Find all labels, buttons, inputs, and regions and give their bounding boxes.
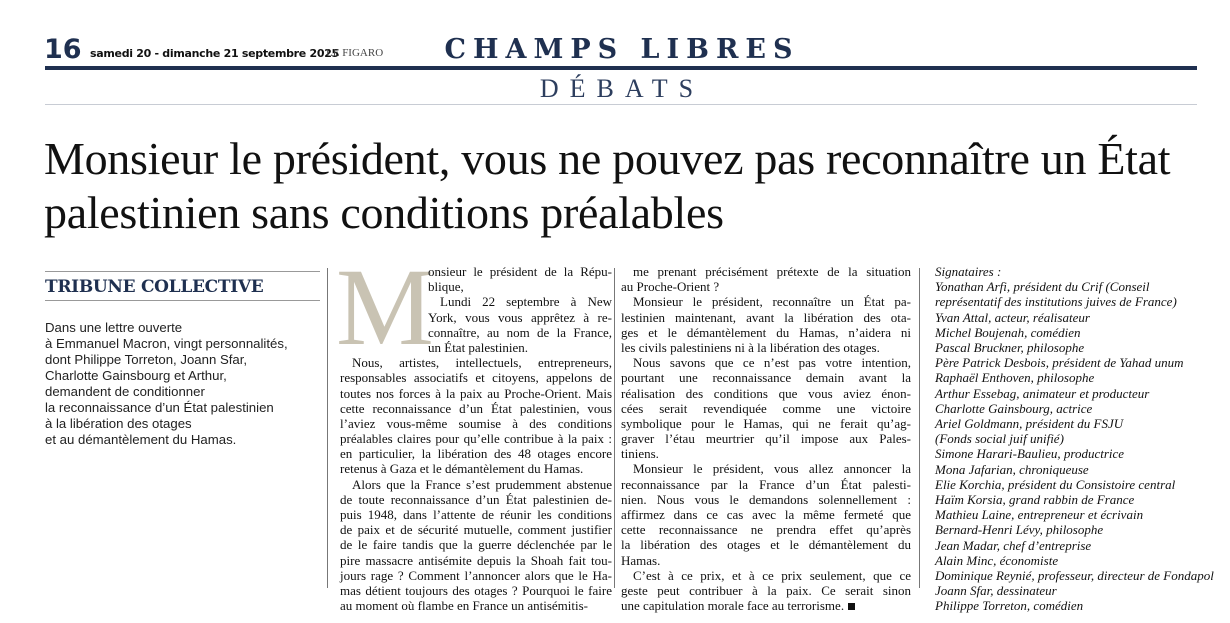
body-line: Nous, artistes, intellectuels, entrepren…: [352, 355, 612, 371]
body-line: York, vous vous apprêtez à re-: [428, 309, 612, 325]
body-line: de paix et de sécurité mutuelle, comment…: [340, 522, 612, 538]
standfirst-line: Dans une lettre ouverte: [45, 320, 183, 335]
kicker-rule-top: [45, 271, 320, 272]
body-line: geste peut contribuer à la paix. Ce sera…: [621, 582, 911, 598]
signatory: Raphaël Enthoven, philosophe: [935, 370, 1095, 386]
signatory: Yvan Attal, acteur, réalisateur: [935, 309, 1090, 325]
standfirst-line: la reconnaissance d’un État palestinien: [45, 400, 274, 415]
body-line: les civils palestiniens ni à la libérati…: [621, 339, 880, 355]
body-line: reconnaissance par la France d’un État p…: [621, 476, 911, 492]
signatory: Arthur Essebag, animateur et producteur: [935, 385, 1150, 401]
signatory: Ariel Goldmann, président du FSJU: [935, 416, 1124, 432]
signatories-label: Signataires :: [935, 264, 1002, 279]
body-line: puis 1948, dans l’attente de réunir les …: [340, 507, 612, 522]
signatory: Elie Korchia, président du Consistoire c…: [935, 476, 1176, 492]
body-column-2: me prenant précisément prétexte de la si…: [621, 264, 911, 613]
body-line: graver l’étau meurtrier qu’il impose aux…: [621, 431, 911, 447]
body-line: Hamas.: [621, 552, 661, 568]
body-line: la libération des otages et le démantèle…: [621, 537, 911, 553]
body-line: affirmez dans ce cas avec la même fermet…: [621, 507, 911, 522]
body-line: préalables claires pour qu’elle contribu…: [340, 431, 612, 447]
body-line: C’est à ce prix, et à ce prix seulement,…: [633, 567, 911, 583]
body-line: ges et le démantèlement du Hamas, n’aide…: [621, 324, 911, 340]
section-title: CHAMPS LIBRES: [444, 34, 800, 65]
body-line: réalisation des conditions que vous avie…: [621, 385, 911, 401]
body-line: en particulier, la libération des 48 ota…: [340, 446, 612, 462]
body-line: une capitulation morale face au terroris…: [621, 598, 911, 613]
signatory: Jean Madar, chef d’entreprise: [935, 537, 1092, 553]
body-line: au Proche-Orient ?: [621, 279, 720, 295]
signatory: Pascal Bruckner, philosophe: [935, 340, 1085, 356]
body-line: lestinien maintenant, avant la libératio…: [621, 309, 911, 325]
standfirst: Dans une lettre ouverte à Emmanuel Macron…: [45, 320, 330, 448]
standfirst-line: à Emmanuel Macron, vingt personnalités,: [45, 336, 288, 351]
body-line: Nous savons que ce n’est pas votre inten…: [633, 355, 911, 371]
standfirst-line: demandent de conditionner: [45, 384, 205, 399]
signatory: représentatif des institutions juives de…: [935, 294, 1177, 310]
body-line: Monsieur le président, reconnaître un Ét…: [633, 294, 911, 310]
signatory: Dominique Reynié, professeur, directeur …: [935, 568, 1214, 584]
column-divider: [327, 268, 328, 588]
signatory: Mona Jafarian, chroniqueuse: [935, 461, 1089, 477]
signatory: Philippe Torreton, comédien: [935, 598, 1084, 614]
standfirst-line: dont Philippe Torreton, Joann Sfar,: [45, 352, 248, 367]
column-divider: [919, 268, 920, 588]
signatories-list: Signataires : Yonathan Arfi, président d…: [935, 264, 1215, 614]
body-line: cette reconnaissance d’un État palestini…: [340, 400, 612, 416]
signatory: Bernard-Henri Lévy, philosophe: [935, 522, 1104, 538]
subsection-title: DÉBATS: [539, 74, 705, 103]
body-line: nien. Nous vous le demandons solennellem…: [621, 491, 911, 507]
signatory: Charlotte Gainsbourg, actrice: [935, 400, 1093, 416]
body-line: symbolique pour le Hamas, qui ne ferait …: [621, 415, 911, 431]
body-line: cette reconnaissance ne prendra effet qu…: [621, 522, 911, 538]
signatory: (Fonds social juif unifié): [935, 431, 1064, 447]
signatory: Alain Minc, économiste: [935, 552, 1059, 568]
signatory: Mathieu Laine, entrepreneur et écrivain: [935, 507, 1144, 523]
body-line: de le faire tandis que la guerre déclenc…: [340, 537, 612, 553]
drop-cap: M: [336, 246, 434, 368]
body-line: au moment où flambe en France un antisém…: [340, 598, 589, 614]
header-rule: [45, 66, 1197, 70]
standfirst-line: Charlotte Gainsbourg et Arthur,: [45, 368, 227, 383]
body-line: blique,: [428, 279, 464, 295]
kicker-rule-bottom: [45, 300, 320, 301]
body-line: onsieur le président de la Répu-: [428, 264, 612, 279]
body-line: retenus à Gaza et le démantèlement du Ha…: [340, 461, 584, 477]
signatory: Simone Harari-Baulieu, productrice: [935, 446, 1125, 462]
body-column-1: onsieur le président de la Répu-blique, L…: [340, 264, 612, 613]
body-line: responsables associatifs et citoyens, ap…: [340, 370, 612, 386]
body-line: Lundi 22 septembre à New: [440, 294, 612, 310]
body-line: Alors que la France s’est prudemment abs…: [352, 476, 612, 492]
body-line: tiniens.: [621, 446, 659, 462]
signatory: Haïm Korsia, grand rabbin de France: [935, 492, 1135, 508]
body-line: me prenant précisément prétexte de la si…: [633, 264, 911, 279]
page-number: 16: [44, 34, 82, 65]
headline: Monsieur le président, vous ne pouvez pa…: [44, 133, 1171, 238]
column-divider: [614, 268, 615, 588]
body-line: connaître, au nom de la France,: [428, 324, 612, 340]
body-line: pourtant une reconnaissance demain avant…: [621, 370, 911, 386]
body-line: un État palestinien.: [428, 339, 529, 355]
body-line: pire massacre antisémite depuis la Shoah…: [340, 552, 612, 568]
standfirst-line: et au démantèlement du Hamas.: [45, 432, 237, 447]
body-line: de toute reconnaissance d’un État palest…: [340, 491, 612, 507]
end-of-article-mark: [848, 603, 856, 611]
body-line: Monsieur le président, vous allez annonc…: [633, 461, 911, 477]
signatory: Michel Boujenah, comédien: [935, 324, 1081, 340]
subsection-rule: [45, 104, 1197, 105]
kicker: TRIBUNE COLLECTIVE: [45, 277, 264, 297]
signatory: Yonathan Arfi, président du Crif (Consei…: [935, 279, 1150, 295]
issue-date: samedi 20 - dimanche 21 septembre 2025: [90, 47, 339, 60]
body-line: l’aviez vous-même soumise à des conditio…: [340, 415, 612, 431]
body-line: toutes nos forces à la paix au Proche-Or…: [340, 385, 612, 401]
signatory: Père Patrick Desbois, président de Yahad…: [935, 355, 1184, 371]
signatory: Joann Sfar, dessinateur: [935, 583, 1057, 599]
publication-name: LE FIGARO: [326, 47, 384, 59]
body-line: jours rage ? Comment l’annoncer alors qu…: [340, 567, 612, 583]
body-line: mas détient toujours des otages ? Pourqu…: [340, 582, 612, 598]
standfirst-line: à la libération des otages: [45, 416, 192, 431]
body-line: cées serait revendiquée comme une victoi…: [621, 400, 911, 416]
